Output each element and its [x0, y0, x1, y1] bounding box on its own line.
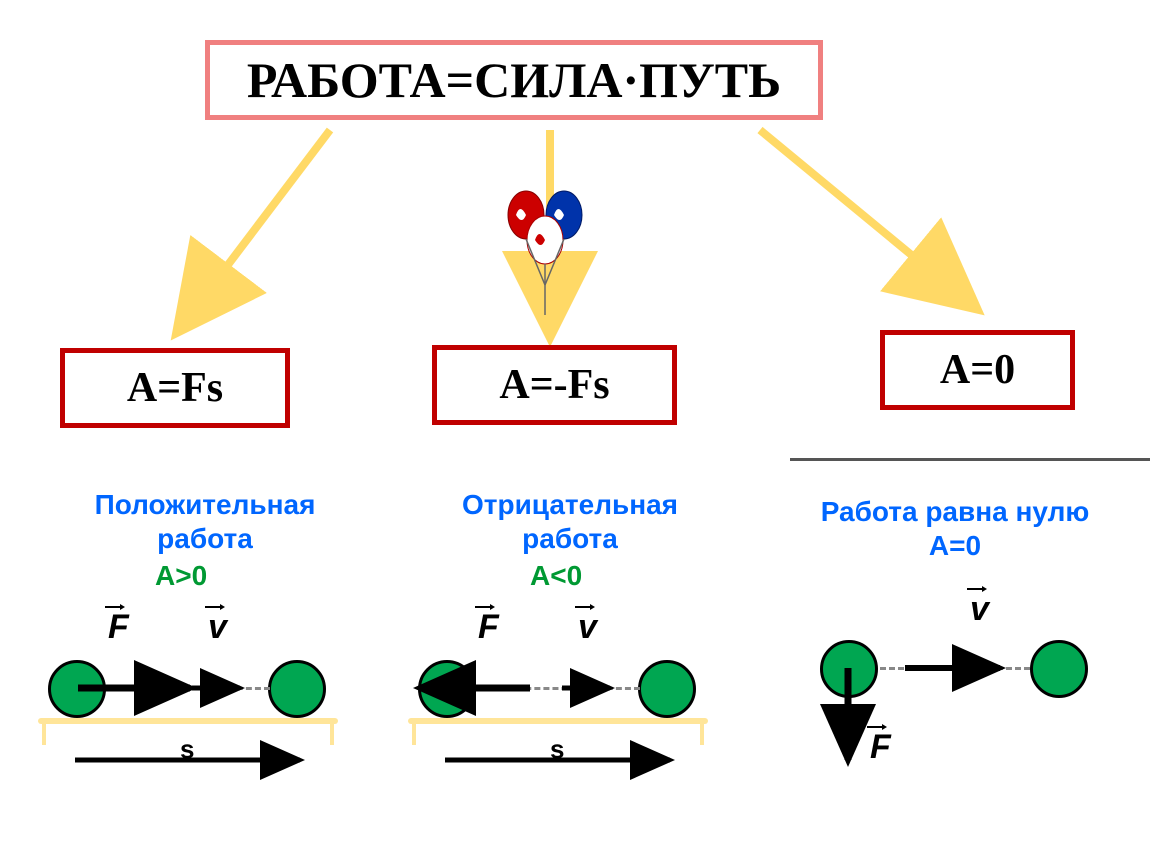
cond-1: A>0 [155, 560, 207, 592]
cond-2: A<0 [530, 560, 582, 592]
formula-box-2: A=-Fs [432, 345, 677, 425]
formula-3: A=0 [940, 346, 1015, 394]
F-label-2: F [478, 608, 499, 647]
v-label-3: v [970, 590, 989, 629]
v-label-1: v [208, 608, 227, 647]
formula-box-1: A=Fs [60, 348, 290, 428]
balloons-icon [500, 185, 595, 345]
s-label-2: s [550, 734, 564, 765]
formula-2: A=-Fs [499, 361, 609, 409]
label-positive: Положительная работа [55, 488, 355, 555]
F-label-1: F [108, 608, 129, 647]
title-text: РАБОТА=СИЛА·ПУТЬ [247, 51, 781, 109]
vectors-3 [800, 580, 1120, 800]
s-label-1: s [180, 734, 194, 765]
formula-box-3: A=0 [880, 330, 1075, 410]
hr-line [790, 458, 1150, 461]
label-negative: Отрицательная работа [420, 488, 720, 555]
title-box: РАБОТА=СИЛА·ПУТЬ [205, 40, 823, 120]
F-label-3: F [870, 728, 891, 767]
label-zero: Работа равна нулю A=0 [810, 495, 1100, 562]
formula-1: A=Fs [127, 364, 223, 412]
v-label-2: v [578, 608, 597, 647]
